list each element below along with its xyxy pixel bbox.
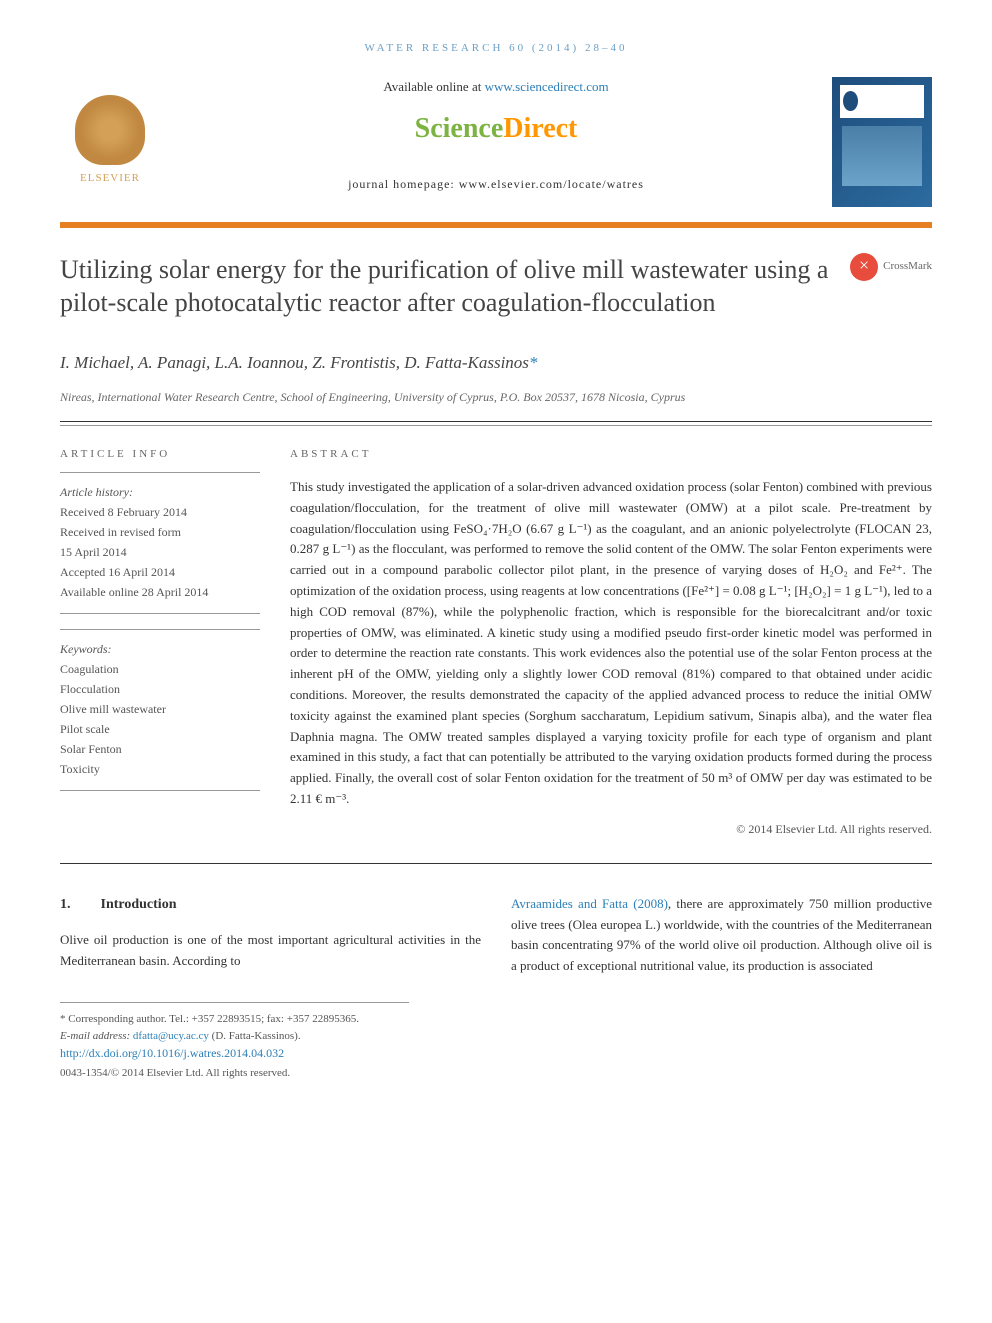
available-online-date: Available online 28 April 2014	[60, 583, 260, 601]
email-address[interactable]: dfatta@ucy.ac.cy	[133, 1030, 209, 1042]
cover-image	[842, 126, 922, 186]
elsevier-logo: ELSEVIER	[60, 77, 160, 187]
abstract-copyright: © 2014 Elsevier Ltd. All rights reserved…	[290, 820, 932, 838]
citation-link[interactable]: Avraamides and Fatta (2008)	[511, 896, 668, 911]
cover-title: WATER RESEARCH	[858, 88, 921, 115]
journal-homepage-label: journal homepage:	[348, 177, 459, 191]
crossmark-icon	[850, 253, 878, 281]
received-date: Received 8 February 2014	[60, 503, 260, 521]
article-history-block: Article history: Received 8 February 201…	[60, 472, 260, 614]
revised-date: 15 April 2014	[60, 543, 260, 561]
bottom-divider	[60, 863, 932, 864]
sd-science-text: Science	[415, 113, 504, 144]
accepted-date: Accepted 16 April 2014	[60, 563, 260, 581]
top-orange-rule	[60, 222, 932, 228]
info-abstract-row: ARTICLE INFO Article history: Received 8…	[60, 446, 932, 838]
available-online-text: Available online at www.sciencedirect.co…	[180, 77, 812, 97]
cover-top-bar: WATER RESEARCH	[840, 85, 924, 118]
issn-copyright: 0043-1354/© 2014 Elsevier Ltd. All right…	[60, 1065, 932, 1082]
corresponding-footnote: * Corresponding author. Tel.: +357 22893…	[60, 1011, 932, 1044]
doi-link[interactable]: http://dx.doi.org/10.1016/j.watres.2014.…	[60, 1044, 932, 1062]
sciencedirect-logo[interactable]: ScienceDirect	[180, 108, 812, 150]
elsevier-tree-icon	[75, 95, 145, 165]
available-online-label: Available online at	[383, 79, 484, 94]
section-title-text: Introduction	[101, 897, 177, 912]
article-info-heading: ARTICLE INFO	[60, 446, 260, 463]
crossmark-badge[interactable]: CrossMark	[850, 253, 932, 281]
abstract-text: This study investigated the application …	[290, 477, 932, 810]
section-title: 1. Introduction	[60, 894, 481, 915]
revised-label: Received in revised form	[60, 523, 260, 541]
keyword: Olive mill wastewater	[60, 700, 260, 718]
history-label: Article history:	[60, 483, 260, 501]
authors: I. Michael, A. Panagi, L.A. Ioannou, Z. …	[60, 350, 932, 376]
title-row: Utilizing solar energy for the purificat…	[60, 253, 932, 321]
section-number: 1.	[60, 897, 71, 912]
article-title: Utilizing solar energy for the purificat…	[60, 253, 850, 321]
journal-cover: WATER RESEARCH	[832, 77, 932, 207]
sd-direct-text: Direct	[503, 113, 577, 144]
authors-list: I. Michael, A. Panagi, L.A. Ioannou, Z. …	[60, 353, 529, 372]
intro-text-col1: Olive oil production is one of the most …	[60, 930, 481, 972]
keyword: Pilot scale	[60, 720, 260, 738]
intro-text-col2: Avraamides and Fatta (2008), there are a…	[511, 894, 932, 977]
corr-author-contact: * Corresponding author. Tel.: +357 22893…	[60, 1011, 932, 1028]
corresponding-marker: *	[529, 353, 538, 372]
iwa-badge-icon	[843, 91, 858, 111]
footnote-rule	[60, 1002, 409, 1003]
center-header: Available online at www.sciencedirect.co…	[160, 77, 832, 194]
keyword: Solar Fenton	[60, 740, 260, 758]
journal-homepage: journal homepage: www.elsevier.com/locat…	[180, 175, 812, 193]
article-info-column: ARTICLE INFO Article history: Received 8…	[60, 446, 260, 838]
keywords-label: Keywords:	[60, 640, 260, 658]
keyword: Coagulation	[60, 660, 260, 678]
email-name: (D. Fatta-Kassinos).	[209, 1030, 301, 1042]
email-line: E-mail address: dfatta@ucy.ac.cy (D. Fat…	[60, 1028, 932, 1045]
email-label: E-mail address:	[60, 1030, 133, 1042]
running-header: WATER RESEARCH 60 (2014) 28–40	[60, 40, 932, 57]
journal-homepage-url[interactable]: www.elsevier.com/locate/watres	[459, 177, 644, 191]
keywords-block: Keywords: Coagulation Flocculation Olive…	[60, 629, 260, 791]
sciencedirect-url[interactable]: www.sciencedirect.com	[485, 79, 609, 94]
body-col-right: Avraamides and Fatta (2008), there are a…	[511, 894, 932, 977]
section-divider	[60, 421, 932, 426]
crossmark-label: CrossMark	[883, 258, 932, 275]
affiliation: Nireas, International Water Research Cen…	[60, 388, 932, 406]
keyword: Flocculation	[60, 680, 260, 698]
abstract-heading: ABSTRACT	[290, 446, 932, 463]
abstract-column: ABSTRACT This study investigated the app…	[290, 446, 932, 838]
body-columns: 1. Introduction Olive oil production is o…	[60, 894, 932, 977]
elsevier-text: ELSEVIER	[80, 170, 140, 187]
journal-header: ELSEVIER Available online at www.science…	[60, 77, 932, 207]
keyword: Toxicity	[60, 760, 260, 778]
body-col-left: 1. Introduction Olive oil production is o…	[60, 894, 481, 977]
